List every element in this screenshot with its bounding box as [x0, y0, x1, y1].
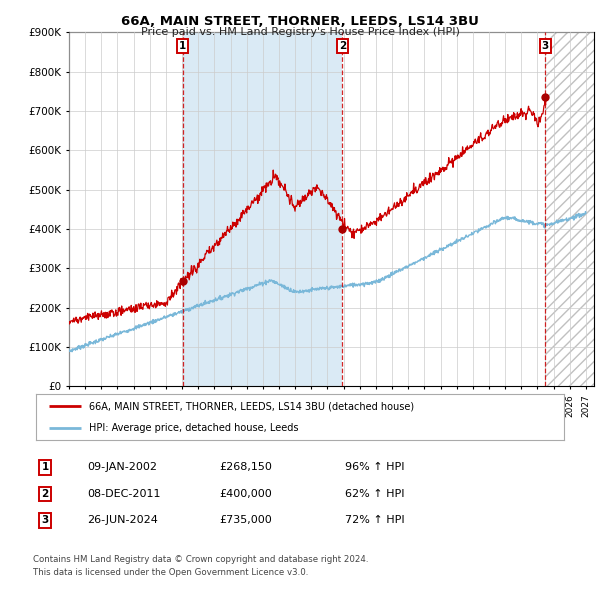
Text: 2: 2	[339, 41, 346, 51]
Text: 2: 2	[41, 489, 49, 499]
Text: 1: 1	[41, 463, 49, 472]
Text: 3: 3	[41, 516, 49, 525]
Text: 26-JUN-2024: 26-JUN-2024	[87, 516, 158, 525]
Text: This data is licensed under the Open Government Licence v3.0.: This data is licensed under the Open Gov…	[33, 568, 308, 577]
Text: 62% ↑ HPI: 62% ↑ HPI	[345, 489, 404, 499]
Text: 09-JAN-2002: 09-JAN-2002	[87, 463, 157, 472]
Text: £268,150: £268,150	[219, 463, 272, 472]
Bar	[545, 32, 594, 386]
Bar	[545, 32, 594, 386]
Text: Price paid vs. HM Land Registry's House Price Index (HPI): Price paid vs. HM Land Registry's House …	[140, 27, 460, 37]
Text: 96% ↑ HPI: 96% ↑ HPI	[345, 463, 404, 472]
Bar	[182, 32, 343, 386]
Text: Contains HM Land Registry data © Crown copyright and database right 2024.: Contains HM Land Registry data © Crown c…	[33, 555, 368, 564]
Text: 08-DEC-2011: 08-DEC-2011	[87, 489, 161, 499]
Text: 3: 3	[542, 41, 549, 51]
Text: HPI: Average price, detached house, Leeds: HPI: Average price, detached house, Leed…	[89, 423, 298, 433]
Text: £400,000: £400,000	[219, 489, 272, 499]
Text: 1: 1	[179, 41, 186, 51]
Text: 66A, MAIN STREET, THORNER, LEEDS, LS14 3BU (detached house): 66A, MAIN STREET, THORNER, LEEDS, LS14 3…	[89, 401, 414, 411]
Text: 72% ↑ HPI: 72% ↑ HPI	[345, 516, 404, 525]
Text: 66A, MAIN STREET, THORNER, LEEDS, LS14 3BU: 66A, MAIN STREET, THORNER, LEEDS, LS14 3…	[121, 15, 479, 28]
Text: £735,000: £735,000	[219, 516, 272, 525]
